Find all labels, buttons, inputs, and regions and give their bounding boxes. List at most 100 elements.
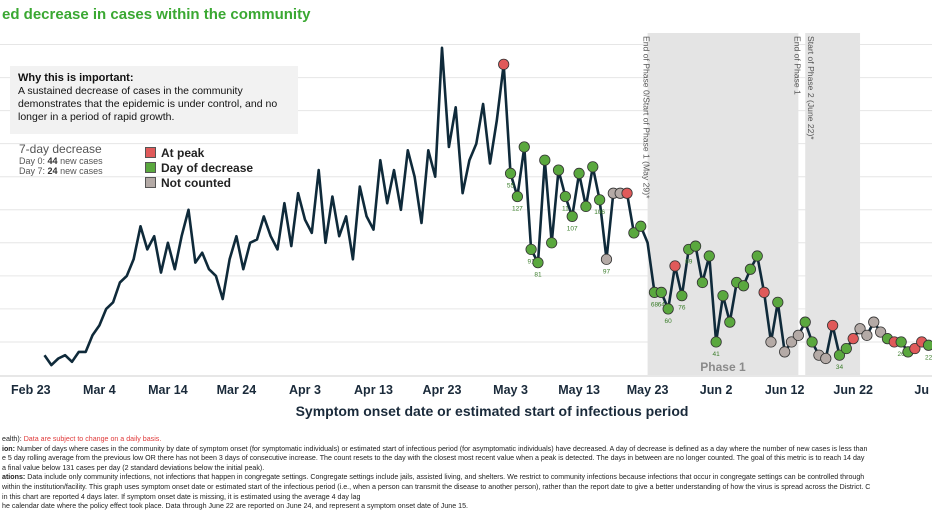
footnote-prefix: ealth): bbox=[2, 435, 24, 443]
legend-item-not-counted: Not counted bbox=[145, 175, 253, 190]
footnote-prefix: ion: bbox=[2, 444, 15, 453]
phase-label: Phase 1 bbox=[700, 360, 746, 374]
legend-label-peak: At peak bbox=[161, 145, 205, 160]
x-tick-label: Mar 14 bbox=[148, 383, 188, 397]
series-line bbox=[43, 46, 930, 367]
data-point-decrease bbox=[840, 342, 852, 355]
legend-swatch-peak bbox=[145, 147, 156, 158]
legend-label-not-counted: Not counted bbox=[161, 175, 231, 190]
data-label: 106 bbox=[594, 209, 605, 216]
footnote-text: in this chart are reported 4 days later.… bbox=[2, 492, 361, 501]
footnote-line: ealth): Data are subject to change on a … bbox=[2, 435, 930, 445]
data-point-decrease bbox=[525, 243, 537, 256]
day0-line: Day 0: 44 new cases bbox=[19, 156, 103, 166]
data-point-decrease bbox=[703, 250, 715, 262]
data-point-peak bbox=[758, 286, 770, 298]
data-point-decrease bbox=[833, 349, 846, 361]
data-point-peak bbox=[669, 260, 681, 272]
data-point-not_counted bbox=[820, 352, 832, 365]
data-point-decrease bbox=[566, 210, 578, 222]
data-point-decrease bbox=[806, 336, 818, 348]
footnote-line: e 5 day rolling average from the previou… bbox=[2, 454, 930, 464]
x-tick-label: Mar 24 bbox=[217, 383, 257, 397]
data-label: 60 bbox=[665, 318, 673, 325]
day0-label: Day 0: bbox=[19, 156, 46, 166]
chart-title: ed decrease in cases within the communit… bbox=[2, 6, 311, 23]
footnote-warning: Data are subject to change on a daily ba… bbox=[23, 435, 162, 443]
data-point-decrease bbox=[573, 167, 585, 180]
x-tick-label: Feb 23 bbox=[11, 383, 51, 397]
footnote-line: a final value below 131 cases per day (2… bbox=[2, 464, 930, 474]
data-point-decrease bbox=[635, 220, 647, 232]
legend-item-peak: At peak bbox=[145, 145, 253, 160]
data-point-decrease bbox=[655, 286, 667, 298]
data-label: 107 bbox=[567, 225, 578, 232]
data-point-decrease bbox=[676, 290, 688, 302]
data-point-decrease bbox=[532, 257, 544, 269]
x-axis-label: Symptom onset date or estimated start of… bbox=[296, 403, 689, 419]
data-label: 69 bbox=[685, 258, 693, 265]
why-important-box: Why this is important: A sustained decre… bbox=[10, 66, 298, 134]
data-point-not_counted bbox=[861, 329, 873, 341]
legend-item-decrease: Day of decrease bbox=[145, 160, 253, 175]
why-heading: Why this is important: bbox=[18, 72, 134, 84]
data-point-decrease bbox=[518, 141, 530, 153]
data-point-decrease bbox=[580, 200, 592, 213]
data-point-decrease bbox=[922, 339, 932, 351]
data-label: 41 bbox=[713, 351, 721, 358]
footnotes: ealth): Data are subject to change on a … bbox=[2, 435, 930, 512]
day0-value: 44 bbox=[47, 156, 58, 166]
data-point-not_counted bbox=[785, 336, 798, 348]
phase-band bbox=[805, 33, 861, 375]
x-tick-label: May 13 bbox=[558, 383, 600, 397]
series-line-layer bbox=[43, 46, 930, 367]
day0-suffix: new cases bbox=[60, 156, 103, 166]
data-point-decrease bbox=[689, 240, 702, 252]
phase-annotation: End of Phase 0/Start of Phase 1 (May 29)… bbox=[642, 36, 652, 199]
x-tick-label: Jun 2 bbox=[700, 383, 733, 397]
seven-day-panel: 7-day decrease Day 0: 44 new cases Day 7… bbox=[19, 142, 103, 176]
data-point-decrease bbox=[737, 280, 750, 292]
x-tick-label: Ju bbox=[914, 383, 929, 397]
data-point-decrease bbox=[559, 190, 571, 203]
data-point-peak bbox=[498, 58, 510, 70]
footnote-text: e 5 day rolling average from the previou… bbox=[2, 454, 865, 463]
data-point-peak bbox=[827, 319, 839, 332]
data-point-peak bbox=[909, 342, 921, 355]
footnote-text: Data include only community infections, … bbox=[25, 473, 865, 482]
data-point-peak bbox=[621, 187, 633, 199]
footnote-text: he calendar date where the policy effect… bbox=[2, 502, 468, 511]
x-tick-labels: Feb 23 Mar 4 Mar 14 Mar 24 Apr 3 Apr 13 Apr 23… bbox=[11, 383, 929, 397]
data-point-decrease bbox=[539, 154, 551, 166]
data-point-decrease bbox=[662, 303, 674, 315]
data-point-decrease bbox=[546, 237, 558, 249]
marker-layer: 55 127 91 81 11 107 106 97 68 64 60 76 69 41 34 26 22 bbox=[498, 58, 932, 371]
data-point-decrease bbox=[744, 263, 756, 275]
data-point-decrease bbox=[772, 296, 784, 308]
data-point-decrease bbox=[710, 336, 722, 348]
phase-annotations: End of Phase 0/Start of Phase 1 (May 29)… bbox=[642, 36, 816, 199]
footnote-line: ations: Data include only community infe… bbox=[2, 473, 930, 483]
legend-swatch-decrease bbox=[145, 162, 156, 173]
phase-band bbox=[647, 33, 799, 375]
footnote-text: a final value below 131 cases per day (2… bbox=[2, 463, 265, 472]
data-point-not_counted bbox=[868, 316, 880, 328]
data-point-decrease bbox=[504, 167, 517, 180]
data-point-not_counted bbox=[779, 346, 791, 358]
data-point-decrease bbox=[587, 161, 599, 173]
why-body: A sustained decrease of cases in the com… bbox=[18, 85, 278, 123]
data-point-not_counted bbox=[600, 253, 613, 265]
footnote-text: Number of days where cases in the commun… bbox=[15, 444, 868, 453]
phase-annotation: Start of Phase 2 (June 22)* bbox=[806, 36, 816, 140]
data-point-decrease bbox=[552, 164, 565, 176]
legend: At peak Day of decrease Not counted bbox=[145, 145, 253, 190]
data-point-decrease bbox=[628, 227, 640, 239]
footnote-line: he calendar date where the policy effect… bbox=[2, 502, 930, 512]
x-tick-label: Jun 22 bbox=[833, 383, 873, 397]
phase-annotation: End of Phase 1 bbox=[792, 36, 802, 95]
data-label: 22 bbox=[925, 354, 932, 361]
data-point-decrease bbox=[717, 290, 729, 302]
data-point-not_counted bbox=[792, 329, 804, 341]
data-point-decrease bbox=[895, 336, 907, 348]
data-point-not_counted bbox=[765, 336, 777, 348]
